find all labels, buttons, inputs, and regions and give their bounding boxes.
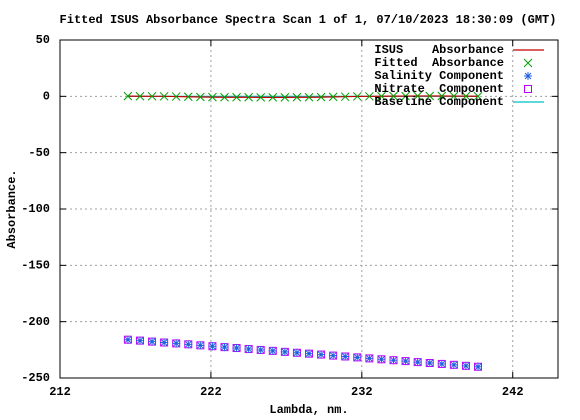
x-tick-label: 222 [200, 385, 222, 399]
x-tick-label: 232 [351, 385, 373, 399]
data-point [413, 91, 423, 101]
data-point [268, 92, 278, 102]
data-point [474, 362, 483, 371]
data-point [172, 339, 181, 348]
data-point [353, 353, 362, 362]
y-tick-label: -100 [21, 202, 50, 216]
legend-label: Salinity Component [374, 69, 504, 83]
data-point [317, 350, 326, 359]
data-point [256, 92, 266, 102]
x-axis-label: Lambda, nm. [269, 403, 348, 417]
data-point [184, 340, 193, 349]
data-point [389, 356, 398, 365]
series-line [127, 95, 479, 98]
data-point [401, 91, 410, 101]
y-tick-label: -150 [21, 259, 50, 273]
legend-label: Fitted Absorbance [374, 56, 504, 70]
legend-label: ISUS Absorbance [374, 43, 504, 57]
data-point [147, 91, 157, 101]
data-point [340, 92, 350, 102]
data-point [304, 92, 314, 102]
data-point [148, 337, 157, 346]
data-point [123, 335, 132, 344]
data-point [413, 358, 422, 367]
data-point [329, 351, 338, 360]
legend-label: Baseline Component [374, 95, 504, 109]
y-tick-label: -200 [21, 315, 50, 329]
data-point [135, 91, 145, 101]
data-point [461, 361, 470, 370]
y-axis-label: Absorbance. [5, 169, 19, 248]
data-point [449, 91, 459, 101]
data-point [232, 92, 241, 102]
y-tick-label: -250 [21, 371, 50, 385]
data-point [292, 92, 302, 102]
data-point [425, 359, 434, 368]
data-point [280, 92, 290, 102]
x-tick-label: 212 [49, 385, 71, 399]
data-point [316, 92, 326, 102]
data-point [220, 343, 229, 352]
data-point [195, 92, 205, 102]
data-point [280, 347, 289, 356]
data-point [305, 349, 313, 358]
chart-title: Fitted ISUS Absorbance Spectra Scan 1 of… [60, 13, 557, 27]
data-point [365, 91, 374, 101]
data-point [365, 354, 374, 363]
data-point [123, 91, 133, 101]
data-point [292, 348, 301, 357]
data-point [352, 92, 362, 101]
data-point [160, 338, 169, 347]
data-point [461, 91, 471, 101]
data-point [196, 341, 205, 350]
y-tick-label: -50 [28, 146, 50, 160]
data-point [244, 345, 253, 354]
x-tick-label: 242 [502, 385, 524, 399]
data-point [159, 91, 169, 101]
legend-label: Nitrate Component [374, 82, 504, 96]
data-point [401, 357, 410, 366]
data-point [437, 91, 447, 101]
data-point [425, 91, 435, 101]
data-point [437, 359, 446, 368]
data-point [377, 91, 386, 101]
data-point [171, 92, 181, 101]
data-point [328, 92, 338, 102]
data-point [256, 345, 265, 354]
data-point [449, 360, 458, 369]
legend-swatch [524, 72, 532, 80]
plot-frame [59, 39, 559, 379]
data-point [473, 91, 483, 101]
legend-swatch [523, 58, 533, 68]
data-point [232, 344, 241, 353]
data-point [268, 346, 277, 355]
y-tick-label: 50 [36, 33, 50, 47]
data-point [208, 92, 217, 102]
data-point [220, 92, 229, 102]
legend-swatch [524, 85, 532, 93]
data-point [183, 92, 193, 102]
data-point [377, 355, 386, 364]
y-tick-label: 0 [43, 90, 50, 104]
data-point [135, 336, 144, 345]
data-point [244, 92, 253, 102]
data-point [208, 342, 217, 351]
data-point [341, 352, 350, 361]
data-point [389, 91, 398, 101]
